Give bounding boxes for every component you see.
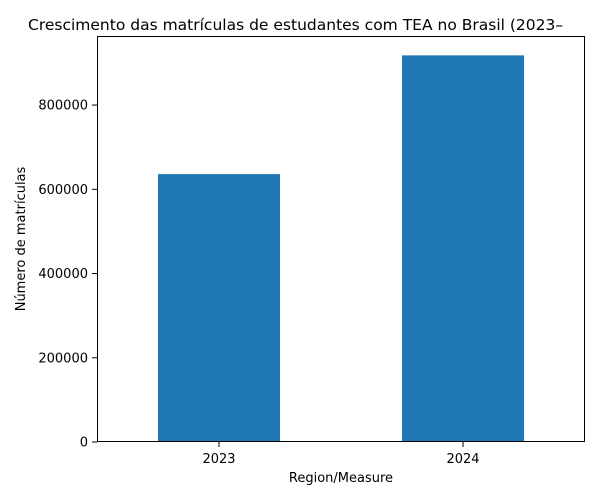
y-tick-label: 800000	[38, 99, 88, 114]
y-tick-label: 0	[80, 436, 88, 451]
x-tick-label: 2024	[446, 452, 479, 467]
x-axis-ticks: 2023 2024	[202, 442, 480, 467]
bar-2023	[158, 174, 280, 442]
y-axis-ticks: 0 200000 400000 600000 800000	[38, 99, 97, 451]
axes-frame	[97, 36, 585, 442]
x-tick-label: 2023	[202, 452, 235, 467]
y-tick-label: 600000	[38, 183, 88, 198]
bar-2024	[402, 55, 524, 442]
chart-title: Crescimento das matrículas de estudantes…	[28, 16, 563, 34]
y-tick-label: 400000	[38, 267, 88, 282]
bars	[158, 55, 524, 442]
y-tick-label: 200000	[38, 351, 88, 366]
x-axis-label: Region/Measure	[289, 471, 393, 486]
y-axis-label: Número de matrículas	[14, 166, 29, 311]
